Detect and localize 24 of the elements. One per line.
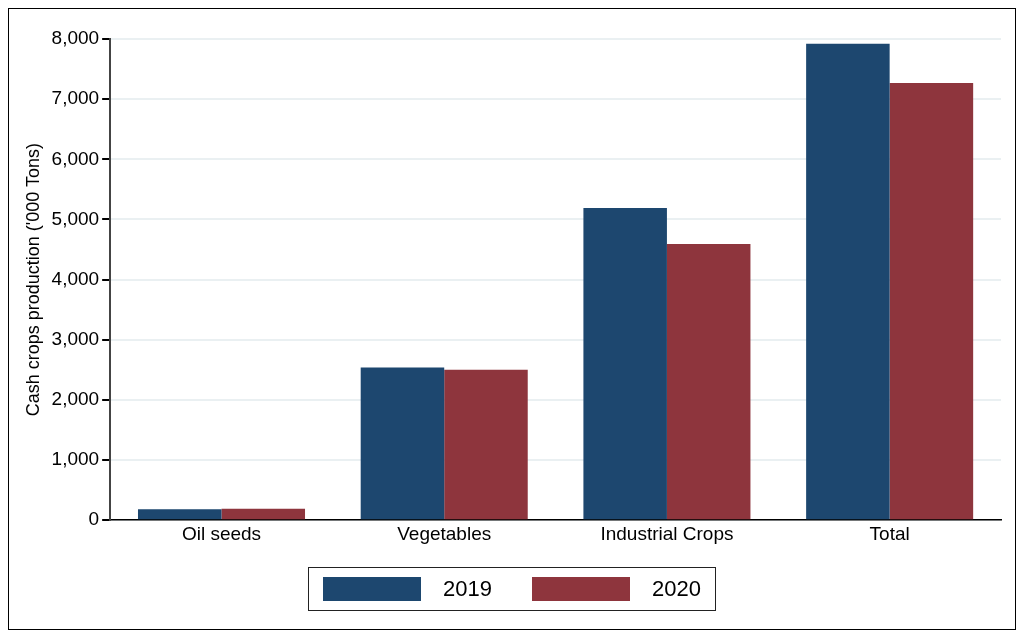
bar <box>444 369 528 520</box>
y-tick-label: 8,000 <box>51 27 100 49</box>
bar <box>583 208 667 520</box>
y-axis-title: Cash crops production ('000 Tons) <box>22 142 43 417</box>
bar <box>221 508 306 520</box>
bar <box>360 367 445 520</box>
x-tick-label: Oil seeds <box>181 522 262 544</box>
bar <box>666 244 751 520</box>
bar <box>889 82 974 520</box>
bar <box>137 509 222 520</box>
x-tick-label: Total <box>869 522 910 544</box>
x-tick-label: Industrial Crops <box>600 522 734 544</box>
y-tick-label: 5,000 <box>51 207 100 229</box>
y-tick-label: 6,000 <box>51 147 100 169</box>
bar <box>806 43 890 520</box>
y-tick-label: 4,000 <box>51 267 100 289</box>
y-tick-label: 3,000 <box>51 327 100 349</box>
y-tick-label: 7,000 <box>51 87 100 109</box>
x-tick-label: Vegetables <box>397 522 492 544</box>
legend-label: 2019 <box>443 576 492 602</box>
legend-label: 2020 <box>652 576 701 602</box>
y-tick-label: 2,000 <box>51 388 100 410</box>
y-tick-label: 1,000 <box>51 448 100 470</box>
y-tick-label: 0 <box>88 508 100 530</box>
